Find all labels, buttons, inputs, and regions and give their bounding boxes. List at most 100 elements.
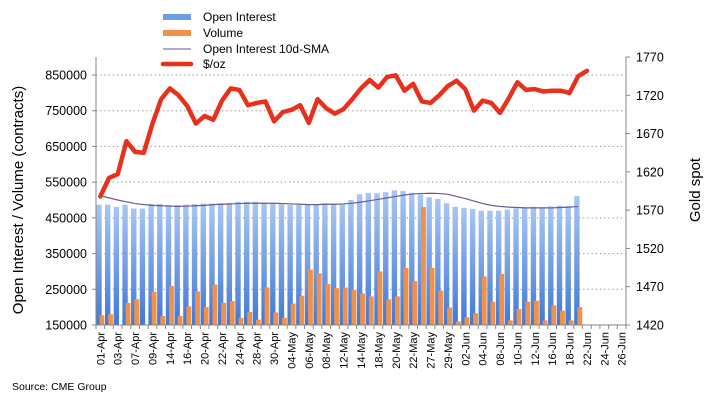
volume-bar: [125, 302, 131, 325]
open-interest-bar: [530, 206, 537, 325]
legend-item: Open Interest 10d-SMA: [163, 42, 329, 56]
open-interest-bars: [96, 190, 580, 325]
y-axis-title: Open Interest / Volume (contracts): [10, 86, 27, 314]
axes: [95, 57, 627, 326]
volume-bar: [212, 284, 218, 325]
sma-line: [100, 192, 579, 209]
open-interest-bar: [96, 204, 102, 325]
volume-bar: [203, 307, 209, 325]
y-tick-label: 850000: [45, 69, 87, 83]
x-tick-label: 28-Apr: [252, 332, 264, 365]
x-tick-label: 07-Apr: [130, 332, 142, 365]
volume-bar: [386, 299, 392, 325]
open-interest-bar: [270, 203, 276, 325]
open-interest-bar: [183, 204, 189, 325]
open-interest-bar: [426, 197, 432, 325]
x-tick-label: 30-Apr: [269, 332, 281, 365]
volume-bar: [273, 312, 279, 325]
x-tick-label: 10-Jun: [512, 332, 524, 366]
y2-tick-label: 1520: [636, 242, 664, 256]
open-interest-bar: [235, 201, 241, 325]
volume-bar: [516, 308, 522, 325]
open-interest-bar: [278, 204, 285, 325]
open-interest-bar: [400, 191, 406, 325]
y-tick-label: 650000: [45, 140, 87, 154]
open-interest-bar: [548, 206, 554, 325]
x-tick-label: 16-Jun: [547, 332, 559, 366]
volume-bar: [334, 288, 339, 325]
volume-bar: [551, 305, 557, 325]
y2-tick-label: 1770: [636, 51, 664, 65]
volume-bar: [160, 316, 166, 325]
open-interest-bar: [157, 203, 163, 325]
volume-bar: [186, 306, 192, 325]
volume-bar: [151, 291, 157, 325]
volume-bar: [221, 302, 227, 325]
open-interest-bar: [365, 192, 372, 325]
legend-label: Open Interest 10d-SMA: [203, 42, 329, 56]
x-tick-label: 24-Apr: [234, 332, 246, 365]
x-tick-label: 18-Jun: [565, 332, 577, 366]
x-tick-label: 24-Jun: [599, 332, 611, 366]
y-axis-ticks: 150000 250000 350000 450000 550000 650000 7500…: [45, 69, 96, 333]
y-tick-label: 450000: [45, 211, 87, 225]
y2-axis-title: Gold spot: [687, 157, 704, 222]
y-tick-label: 550000: [45, 176, 87, 190]
volume-bar: [264, 287, 270, 325]
gold-price-line: [98, 68, 590, 199]
open-interest-bar: [313, 204, 319, 325]
open-interest-bar: [391, 190, 398, 325]
legend-label: $/oz: [203, 57, 226, 71]
volume-bar: [481, 276, 487, 325]
x-tick-label: 08-Jun: [495, 332, 507, 366]
open-interest-bar: [131, 208, 137, 325]
y-tick-label: 350000: [45, 247, 87, 261]
x-tick-label: 04-Jun: [478, 332, 490, 366]
open-interest-bar: [513, 208, 519, 325]
open-interest-bar: [174, 205, 180, 325]
volume-bar: [229, 301, 235, 325]
open-interest-bar: [104, 204, 111, 325]
open-interest-bar: [226, 202, 233, 325]
x-tick-label: 22-May: [408, 332, 420, 369]
legend-label: Open Interest: [203, 10, 276, 24]
legend-swatch: [163, 14, 191, 20]
open-interest-bar: [287, 205, 293, 325]
x-tick-label: 26-Jun: [617, 332, 629, 366]
open-interest-bar: [495, 210, 502, 325]
legend-item: Volume: [163, 26, 243, 40]
y2-tick-label: 1470: [636, 280, 664, 294]
volume-bar: [238, 317, 244, 325]
volume-bar: [368, 296, 374, 325]
y2-tick-label: 1620: [636, 165, 664, 179]
volume-bar: [473, 313, 478, 325]
open-interest-bar: [409, 192, 415, 325]
legend-swatch: [163, 30, 191, 36]
volume-bar: [455, 321, 461, 325]
x-tick-label: 08-May: [321, 332, 333, 369]
open-interest-bar: [165, 205, 172, 325]
volume-bar: [447, 307, 452, 325]
open-interest-bar: [461, 207, 467, 325]
volume-bar: [299, 295, 305, 325]
open-interest-bar: [556, 205, 563, 325]
volume-bar: [195, 291, 200, 325]
volume-bar: [568, 320, 574, 325]
volume-bar: [177, 316, 183, 325]
open-interest-bar: [356, 194, 363, 325]
x-tick-label: 18-May: [373, 332, 385, 369]
y2-axis-ticks: 1420 1470 1520 1570 1620 1670 1720 1770: [626, 51, 664, 333]
open-interest-bar: [469, 208, 476, 325]
volume-bar: [255, 319, 261, 325]
volume-bar: [308, 269, 313, 325]
open-interest-bar: [478, 210, 484, 325]
x-tick-label: 06-May: [304, 332, 316, 369]
volume-bar: [351, 290, 357, 325]
volume-bar: [490, 301, 496, 325]
open-interest-bar: [322, 203, 328, 325]
x-tick-label: 14-May: [356, 332, 368, 369]
volume-bar: [316, 273, 322, 325]
volume-bar: [134, 299, 140, 325]
y-tick-label: 250000: [45, 283, 87, 297]
x-tick-label: 12-May: [339, 332, 351, 369]
